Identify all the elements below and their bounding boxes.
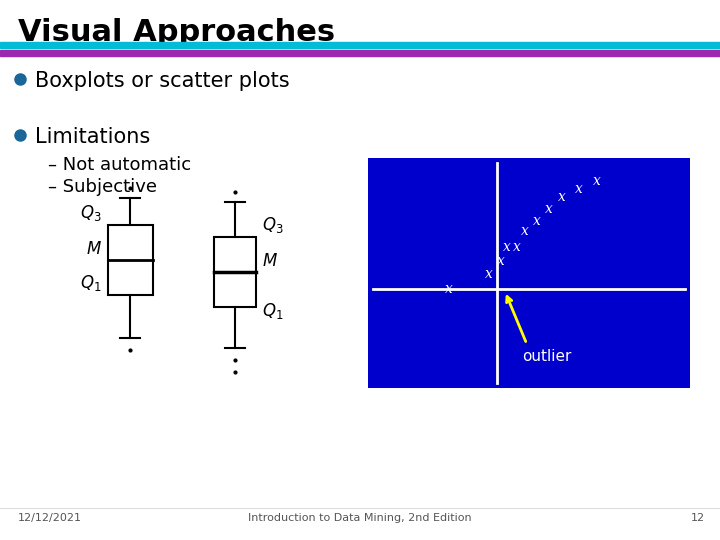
Text: $Q_1$: $Q_1$	[80, 273, 102, 293]
Bar	[214, 237, 256, 307]
Bar	[0, 42, 720, 48]
Text: Boxplots or scatter plots: Boxplots or scatter plots	[35, 71, 289, 91]
Text: x: x	[513, 240, 521, 254]
Text: – Not automatic: – Not automatic	[48, 156, 191, 174]
Text: x: x	[545, 202, 553, 216]
Text: x: x	[533, 214, 541, 228]
Text: x: x	[593, 174, 600, 188]
Text: x: x	[575, 182, 582, 196]
Bar	[368, 158, 690, 388]
Text: – Subjective: – Subjective	[48, 178, 157, 196]
Text: 12/12/2021: 12/12/2021	[18, 513, 82, 523]
Text: $M$: $M$	[262, 252, 278, 270]
Text: 12: 12	[691, 513, 705, 523]
Text: $Q_1$: $Q_1$	[262, 301, 284, 321]
Bar	[107, 225, 153, 295]
Text: x: x	[444, 282, 452, 296]
Text: $Q_3$: $Q_3$	[262, 215, 284, 235]
Text: x: x	[485, 267, 492, 281]
Text: x: x	[503, 240, 510, 254]
Text: Visual Approaches: Visual Approaches	[18, 18, 335, 47]
Text: Limitations: Limitations	[35, 127, 150, 147]
Text: $Q_3$: $Q_3$	[80, 203, 102, 223]
Text: x: x	[558, 190, 566, 204]
Text: Introduction to Data Mining, 2nd Edition: Introduction to Data Mining, 2nd Edition	[248, 513, 472, 523]
Text: outlier: outlier	[522, 349, 571, 364]
Text: x: x	[497, 254, 505, 268]
Text: $M$: $M$	[86, 240, 102, 258]
Bar	[0, 50, 720, 56]
Text: x: x	[521, 224, 528, 238]
